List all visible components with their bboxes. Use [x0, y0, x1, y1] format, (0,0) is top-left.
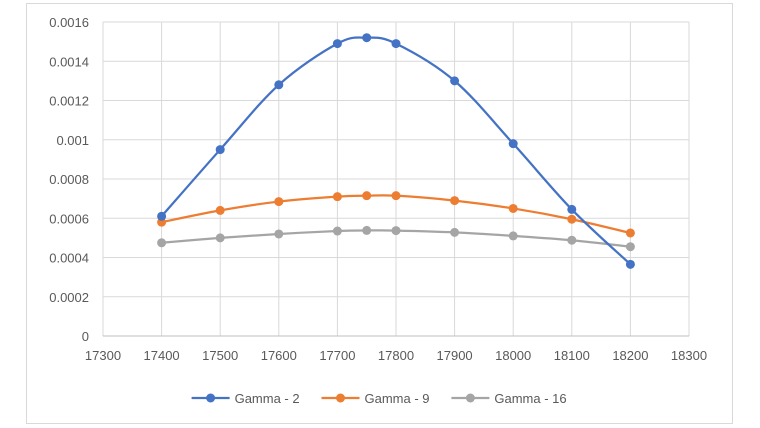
series-line — [161, 194, 631, 235]
series-line — [161, 229, 631, 248]
data-point — [625, 259, 635, 269]
y-tick-label: 0.0004 — [49, 251, 89, 266]
legend-marker — [465, 393, 475, 403]
data-point — [274, 80, 284, 90]
x-tick-label: 18100 — [554, 348, 590, 363]
data-point — [567, 235, 577, 245]
data-point — [391, 226, 401, 236]
series-2 — [157, 191, 635, 238]
data-point — [362, 191, 372, 201]
legend-item-3: Gamma - 16 — [451, 391, 567, 406]
y-axis-tick-labels: 0 0.0002 0.0004 0.0006 0.0008 0.001 0.0012 0.00… — [49, 15, 89, 344]
legend-label: Gamma - 2 — [235, 391, 300, 406]
x-tick-label: 18000 — [495, 348, 531, 363]
series-1 — [157, 33, 635, 269]
legend-item-2: Gamma - 9 — [321, 391, 430, 406]
y-tick-label: 0 — [82, 329, 89, 344]
data-point — [362, 225, 372, 235]
y-tick-label: 0.0002 — [49, 290, 89, 305]
x-tick-label: 17700 — [319, 348, 355, 363]
data-point — [450, 227, 460, 237]
data-point — [391, 39, 401, 49]
data-point — [625, 242, 635, 252]
data-point — [450, 196, 460, 206]
data-point — [274, 197, 284, 207]
grid-lines — [102, 21, 690, 337]
legend-item-1: Gamma - 2 — [191, 391, 300, 406]
data-point — [332, 39, 342, 49]
chart-frame — [26, 3, 733, 424]
x-axis-tick-labels: 17300 17400 17500 17600 17700 17800 17900 18000… — [85, 348, 707, 363]
legend-label: Gamma - 9 — [365, 391, 430, 406]
data-point — [391, 191, 401, 201]
data-point — [215, 145, 225, 155]
y-tick-label: 0.0016 — [49, 15, 89, 30]
data-point — [332, 192, 342, 202]
x-tick-label: 17800 — [378, 348, 414, 363]
data-point — [508, 203, 518, 213]
data-point — [362, 33, 372, 43]
legend-marker — [336, 393, 345, 403]
legend-marker — [206, 393, 216, 403]
x-tick-label: 17400 — [144, 348, 180, 363]
series-3 — [157, 225, 635, 252]
data-point — [508, 139, 518, 149]
x-tick-label: 17500 — [202, 348, 238, 363]
x-tick-label: 18300 — [671, 348, 707, 363]
x-tick-label: 17900 — [437, 348, 473, 363]
data-point — [567, 204, 577, 214]
data-point — [274, 229, 284, 239]
data-point — [157, 238, 167, 248]
data-point — [215, 205, 225, 215]
data-point — [215, 233, 225, 243]
y-tick-label: 0.0006 — [49, 211, 89, 226]
x-tick-label: 18200 — [612, 348, 648, 363]
series-lines — [157, 33, 635, 269]
x-tick-label: 17300 — [85, 348, 121, 363]
data-point — [625, 228, 635, 238]
y-tick-label: 0.001 — [56, 133, 89, 148]
x-tick-label: 17600 — [261, 348, 297, 363]
data-point — [450, 76, 460, 86]
data-point — [157, 211, 167, 221]
legend-label: Gamma - 16 — [494, 391, 566, 406]
series-line — [160, 36, 632, 266]
data-point — [567, 214, 577, 224]
data-point — [332, 226, 342, 236]
y-tick-label: 0.0014 — [49, 54, 89, 69]
y-tick-label: 0.0012 — [49, 94, 89, 109]
y-tick-label: 0.0008 — [49, 172, 89, 187]
legend: Gamma - 2 Gamma - 9 Gamma - 16 — [191, 391, 567, 406]
data-point — [508, 231, 518, 241]
